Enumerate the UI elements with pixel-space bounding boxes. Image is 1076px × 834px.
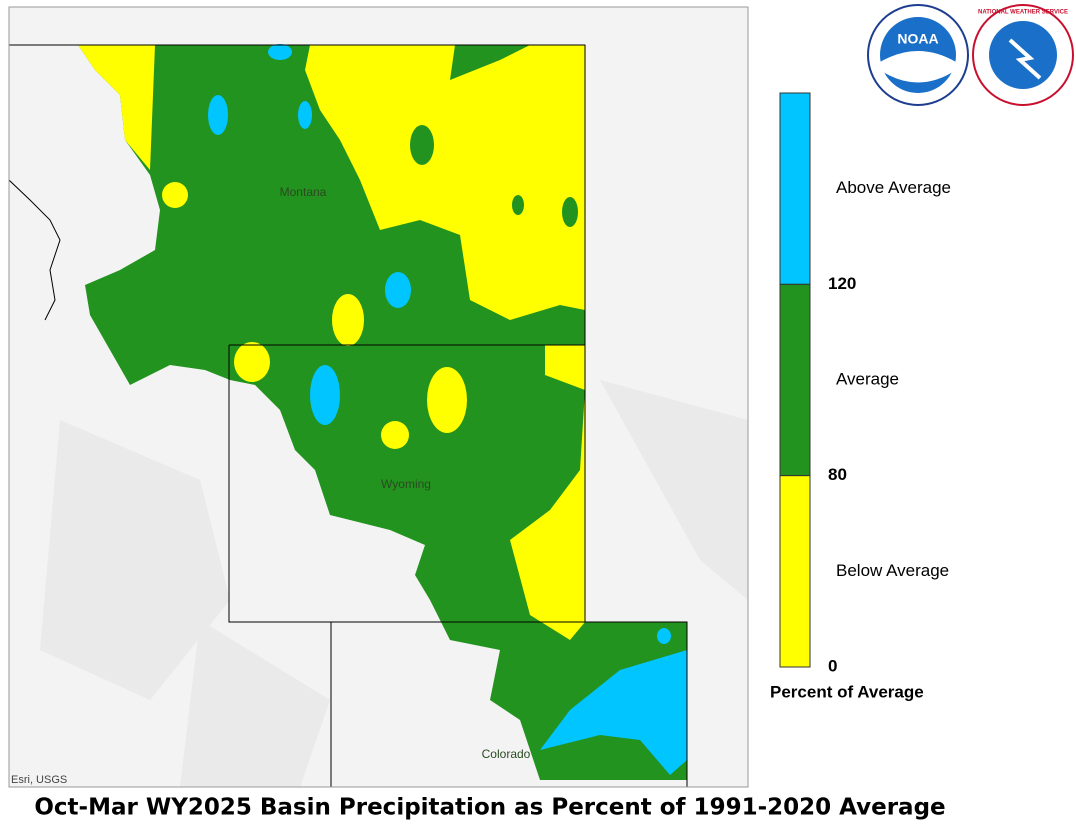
legend-label: Average [836, 369, 899, 388]
attribution: Esri, USGS [11, 774, 67, 786]
legend-label: Below Average [836, 561, 949, 580]
logo-text: NOAA [897, 31, 938, 47]
map-title: Oct-Mar WY2025 Basin Precipitation as Pe… [34, 795, 945, 821]
legend-title: Percent of Average [770, 682, 924, 701]
legend-swatch [779, 92, 811, 285]
legend-tick-label: 80 [828, 465, 847, 484]
logo-text: NATIONAL WEATHER SERVICE [978, 10, 1068, 16]
nws-logo: NATIONAL WEATHER SERVICE [972, 4, 1074, 106]
state-label: Colorado [482, 747, 531, 761]
legend-tick-label: 120 [828, 274, 856, 293]
basin-below [78, 45, 585, 640]
legend-label: Above Average [836, 178, 951, 197]
noaa-logo: NOAA [867, 4, 969, 106]
state-label: Montana [280, 185, 327, 199]
state-label: Wyoming [381, 477, 431, 491]
terrain [40, 380, 748, 787]
legend-swatch [779, 475, 811, 668]
basin-above [208, 44, 687, 775]
map-frame [8, 6, 749, 788]
basin-average [410, 125, 578, 227]
map [9, 7, 748, 787]
legend: Percent of Average Above Average Average B… [770, 92, 951, 701]
legend-tick-label: 0 [828, 656, 837, 675]
legend-swatch [779, 283, 811, 477]
state-borders [9, 44, 688, 787]
